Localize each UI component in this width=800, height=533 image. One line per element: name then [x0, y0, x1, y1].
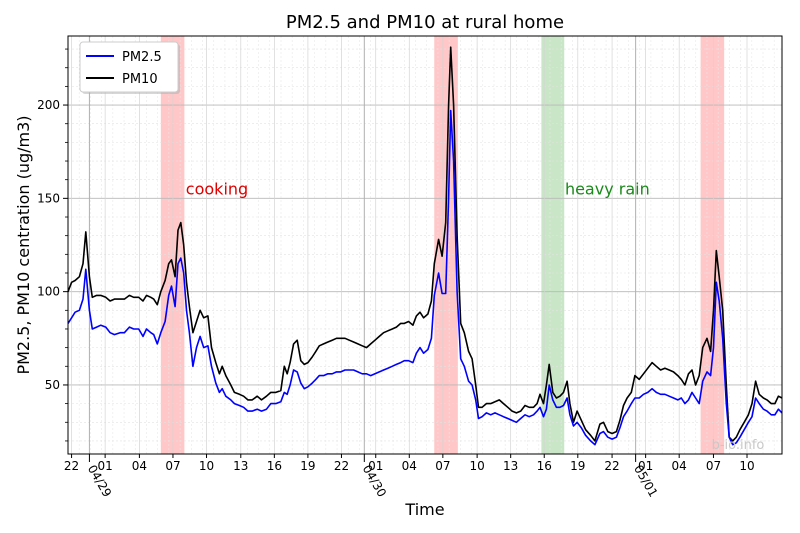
- x-tick-label: 04: [672, 459, 687, 473]
- x-date-label: 05/01: [631, 463, 660, 500]
- axes: 50 100 150 200 22 01 04 07 10 13 16 19 22 01 04 07 10 13 1…: [37, 48, 755, 500]
- x-tick-label: 10: [199, 459, 214, 473]
- y-tick-label: 100: [37, 285, 60, 299]
- series-line-pm25: [67, 109, 783, 446]
- legend-label-pm25: PM2.5: [122, 50, 162, 65]
- y-axis-label: PM2.5, PM10 centration (ug/m3): [14, 115, 33, 374]
- x-tick-label: 22: [64, 459, 79, 473]
- legend-label-pm10: PM10: [122, 72, 158, 87]
- x-axis-label: Time: [404, 500, 444, 519]
- x-tick-label: 13: [233, 459, 248, 473]
- y-tick-label: 150: [37, 191, 60, 205]
- shaded-region-3: [700, 36, 725, 454]
- x-tick-label: 01: [368, 459, 383, 473]
- x-tick-label: 04: [402, 459, 417, 473]
- x-tick-label: 01: [638, 459, 653, 473]
- plot-frame: [67, 35, 783, 455]
- series-line-pm10: [67, 46, 783, 442]
- x-tick-label: 07: [706, 459, 721, 473]
- x-tick-label: 16: [267, 459, 282, 473]
- y-tick-label: 50: [45, 378, 60, 392]
- legend: PM2.5 PM10: [79, 41, 180, 94]
- annotations: cooking heavy rain: [186, 180, 650, 199]
- x-tick-label: 19: [570, 459, 585, 473]
- watermark: b-io.info: [712, 438, 765, 453]
- x-tick-label: 07: [165, 459, 180, 473]
- x-tick-label: 22: [334, 459, 349, 473]
- x-tick-label: 19: [300, 459, 315, 473]
- x-tick-label: 13: [503, 459, 518, 473]
- x-tick-label: 16: [537, 459, 552, 473]
- x-tick-label: 10: [469, 459, 484, 473]
- y-tick-label: 200: [37, 98, 60, 112]
- x-tick-label: 01: [97, 459, 112, 473]
- x-tick-label: 07: [435, 459, 450, 473]
- x-tick-label: 22: [604, 459, 619, 473]
- x-date-label: 04/30: [360, 463, 389, 500]
- shaded-region-2: [541, 36, 565, 454]
- grid: [67, 36, 782, 454]
- annotation-1: heavy rain: [565, 180, 650, 199]
- x-tick-label: 04: [132, 459, 147, 473]
- annotation-0: cooking: [186, 180, 248, 199]
- shaded-region-0: [160, 36, 185, 454]
- chart-title: PM2.5 and PM10 at rural home: [286, 12, 564, 33]
- x-tick-label: 10: [739, 459, 754, 473]
- series-lines: [67, 46, 783, 446]
